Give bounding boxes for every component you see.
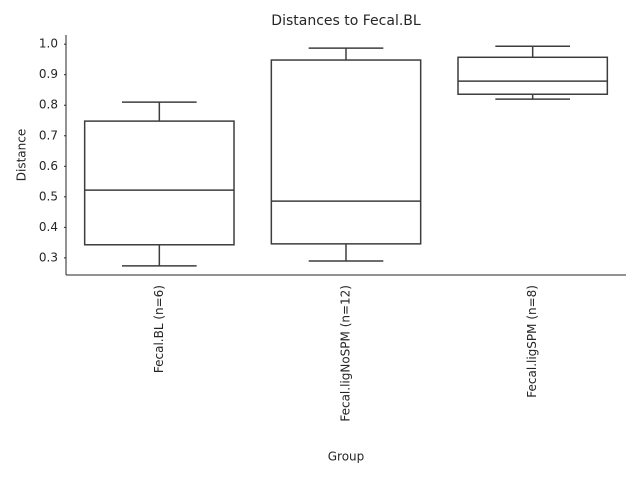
y-axis-label: Distance [15, 129, 29, 181]
y-tick-label: 0.6 [39, 159, 58, 173]
y-tick-label: 0.8 [39, 98, 58, 112]
x-axis-label: Group [328, 450, 365, 464]
x-tick-label: Fecal.BL (n=6) [152, 285, 166, 373]
y-tick-label: 0.3 [39, 250, 58, 264]
chart-title: Distances to Fecal.BL [271, 13, 421, 29]
y-tick-label: 0.7 [39, 128, 58, 142]
y-tick-label: 0.5 [39, 189, 58, 203]
box [83, 120, 235, 246]
x-tick-label: Fecal.ligSPM (n=8) [525, 285, 539, 398]
y-tick-label: 0.4 [39, 220, 58, 234]
box [457, 56, 609, 95]
x-tick-label: Fecal.ligNoSPM (n=12) [339, 285, 353, 422]
y-tick-label: 1.0 [39, 37, 58, 51]
y-tick-label: 0.9 [39, 67, 58, 81]
box [270, 59, 422, 245]
